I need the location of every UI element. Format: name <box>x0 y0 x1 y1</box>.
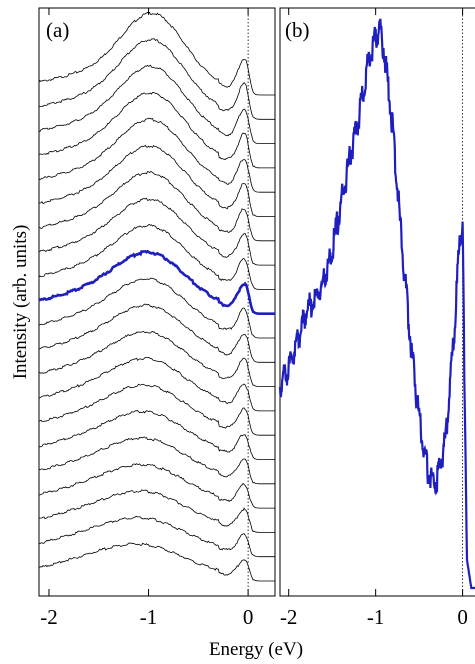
panel-a-curve <box>38 91 275 169</box>
panel-a-curve <box>38 515 275 558</box>
panel-a-curve <box>38 64 275 144</box>
panel-a-x-ticks: -2 -1 0 <box>40 8 253 629</box>
panel-a: -2 -1 0 (a) <box>38 7 276 629</box>
x-axis-title: Energy (eV) <box>209 639 303 660</box>
panel-a-curve <box>38 197 275 266</box>
panel-a-curve <box>38 38 275 120</box>
panel-a-curve <box>38 463 275 509</box>
panel-a-curve <box>38 489 275 533</box>
panel-a-curve <box>38 277 275 339</box>
panel-b-x-tick-label: 0 <box>457 605 468 629</box>
panel-a-curve <box>38 144 275 217</box>
panel-a-curve <box>38 224 275 290</box>
panel-b-curves <box>278 18 475 590</box>
panel-b-x-ticks: -2 -1 0 <box>280 8 468 629</box>
panel-a-x-tick-label: 0 <box>243 605 254 629</box>
panel-a-x-tick-label: -1 <box>140 605 158 629</box>
panel-a-label: (a) <box>46 18 69 42</box>
panel-a-curve <box>39 171 275 242</box>
panel-a-curve <box>38 383 275 436</box>
panel-b-frame <box>279 7 475 597</box>
panel-a-curve <box>38 410 275 460</box>
panel-b: -2 -1 0 (b) <box>278 7 475 629</box>
panel-a-curve <box>38 11 275 96</box>
panel-a-curve <box>38 356 275 412</box>
panel-a-x-tick-label: -2 <box>40 605 58 629</box>
y-axis-title: Intensity (arb. units) <box>10 225 31 380</box>
panel-b-label: (b) <box>285 18 310 42</box>
panel-a-curves <box>38 11 275 582</box>
panel-a-curve <box>38 436 275 485</box>
panel-a-curve <box>38 117 275 193</box>
panel-b-spectrum <box>278 18 475 590</box>
panel-a-curve <box>38 542 275 582</box>
panel-a-curve <box>38 330 275 387</box>
panel-b-x-tick-label: -1 <box>367 605 385 629</box>
panel-a-curve <box>38 303 275 363</box>
panel-b-x-tick-label: -2 <box>280 605 298 629</box>
panel-a-frame <box>38 7 276 597</box>
panel-a-highlighted-curve <box>38 249 275 315</box>
